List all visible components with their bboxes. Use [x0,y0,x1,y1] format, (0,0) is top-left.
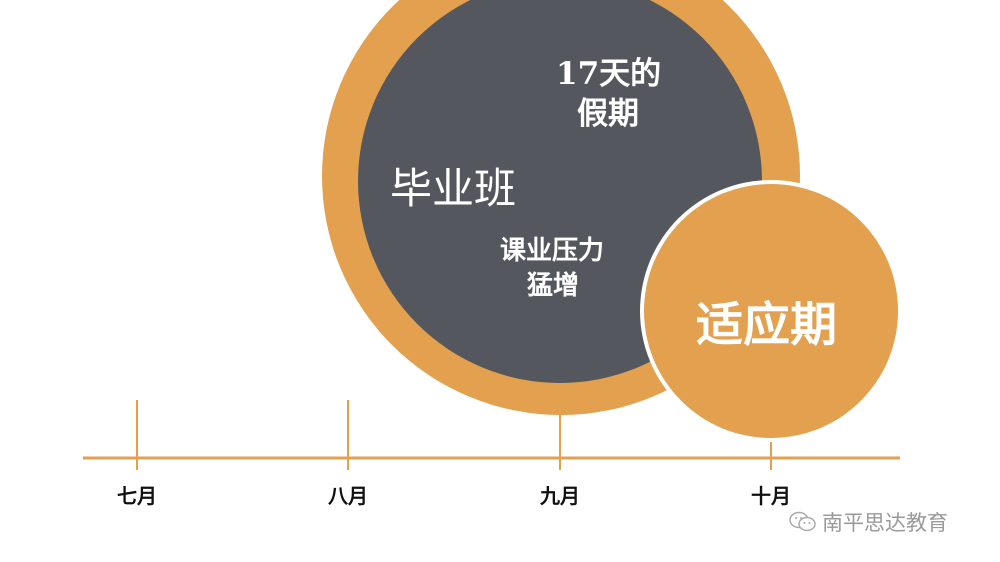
graduating-class-title: 毕业班 [390,164,517,213]
month-label-september: 九月 [540,484,580,508]
holiday-note-line1: 17天的 [556,56,662,92]
watermark-text: 南平思达教育 [822,511,948,535]
pressure-note-line1: 课业压力 [500,236,605,266]
pressure-note-line2: 猛增 [527,271,580,301]
month-label-august: 八月 [328,484,368,508]
month-label-july: 七月 [117,484,157,508]
small-orange-circle-fill [644,184,898,438]
holiday-note-line2: 假期 [577,96,639,132]
adaptation-period-label: 适应期 [696,298,837,353]
watermark: 南平思达教育 [788,507,948,537]
month-label-october: 十月 [751,484,791,508]
wechat-icon [789,511,816,532]
